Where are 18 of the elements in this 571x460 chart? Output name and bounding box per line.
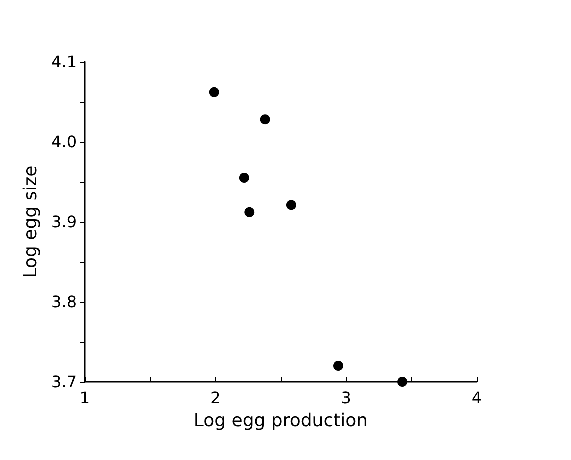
x-tick-label: 4	[472, 388, 482, 408]
point	[209, 87, 220, 98]
y-tick-label: 3.8	[52, 292, 77, 312]
x-tick-label: 2	[210, 388, 221, 408]
point	[286, 200, 296, 210]
y-tick-label: 3.7	[52, 372, 77, 392]
y-tick-label: 4.1	[52, 52, 77, 72]
x-tick-label: 3	[341, 388, 352, 408]
point	[260, 114, 270, 125]
y-tick-label: 4.0	[52, 132, 77, 152]
point	[398, 377, 408, 387]
point	[334, 361, 344, 371]
x-tick-label: 1	[80, 388, 90, 408]
y-tick-label: 3.9	[52, 212, 77, 232]
x-axis-title: Log egg production	[194, 410, 368, 432]
point	[244, 207, 255, 218]
y-axis-title: Log egg size	[20, 166, 42, 278]
point	[239, 173, 250, 183]
